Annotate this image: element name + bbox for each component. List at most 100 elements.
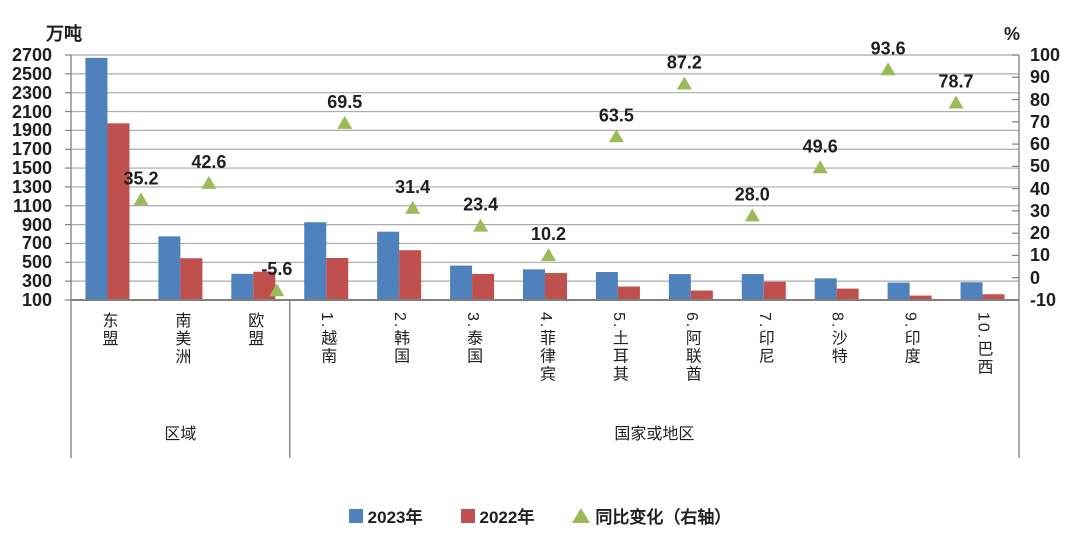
left-axis-tick-label: 1900 [11,120,52,141]
category-label: 7.印尼 [755,312,773,366]
bar-2023 [741,274,764,300]
left-axis-tick-label: 1100 [12,195,52,216]
left-axis-tick-label: 2100 [11,101,52,122]
legend-label-change: 同比变化（右轴） [595,508,732,527]
left-axis-title: 万吨 [46,24,82,44]
legend-item-change: 同比变化（右轴） [572,503,731,528]
bar-2022 [690,290,713,300]
legend-triangle-icon [572,508,591,523]
left-axis-tick-label: 1300 [11,176,52,197]
left-axis-tick-label: 300 [21,271,52,292]
bar-2022 [253,271,276,300]
change-marker [405,200,421,214]
change-marker [269,283,285,297]
left-axis-tick-label: 2700 [11,45,52,65]
change-data-label: 69.5 [327,92,362,112]
category-label: 10.巴西 [974,312,992,377]
category-label: 2.韩国 [391,312,409,366]
legend-label-2023: 2023年 [367,508,423,527]
bar-2023 [523,269,545,300]
bar-2022 [545,273,567,300]
change-data-label: 23.4 [463,195,498,215]
left-axis-tick-label: 2300 [11,82,52,103]
bar-2023 [231,273,254,300]
left-axis-tick-label: 1700 [11,139,52,160]
left-axis-tick-label: 100 [21,290,52,310]
change-data-label: 10.2 [531,224,566,244]
bar-2022 [472,273,495,300]
category-label: 欧盟 [245,312,263,348]
change-data-label: 78.7 [939,71,974,91]
category-label: 南美洲 [172,312,190,366]
bar-2022 [763,281,786,300]
bar-2023 [887,282,910,300]
bar-2023 [377,231,400,300]
change-data-label: 28.0 [735,184,770,204]
category-label: 东盟 [99,312,117,348]
category-label: 8.沙特 [828,312,846,366]
left-axis-tick-label: 700 [21,233,52,254]
bar-2023 [158,236,181,300]
category-group-label: 国家或地区 [614,426,695,443]
bar-2022 [399,250,422,300]
change-data-label: 63.5 [599,105,634,125]
change-marker [608,129,624,143]
bar-2022 [836,288,859,300]
bar-2022 [180,258,203,300]
bar-2023 [450,265,473,300]
category-label: 5.土耳其 [609,312,627,384]
right-axis-tick-label: 0 [1030,267,1041,288]
legend-item-2022: 2022年 [460,503,535,528]
right-axis-tick-label: 50 [1030,156,1051,177]
bar-2023 [960,282,983,300]
left-axis-tick-label: 1500 [11,158,52,179]
bar-2022 [326,257,349,300]
right-axis-tick-label: 90 [1030,67,1051,88]
bar-2022 [107,123,130,300]
change-data-label: 87.2 [667,53,702,73]
change-data-label: 93.6 [871,38,906,58]
change-marker [337,115,353,129]
change-marker [744,208,760,222]
bar-2023 [814,278,837,300]
left-axis-tick-label: 500 [21,252,52,273]
change-data-label: -5.6 [261,259,292,279]
category-label: 6.阿联酋 [682,312,700,384]
change-marker [880,62,896,76]
right-axis-tick-label: 20 [1030,223,1051,244]
change-data-label: 42.6 [191,152,226,172]
right-axis-tick-label: 40 [1030,178,1051,199]
change-marker [676,76,692,90]
category-label: 1.越南 [318,312,336,366]
change-data-label: 49.6 [803,136,838,156]
bar-2022 [617,286,640,300]
change-marker [201,175,217,189]
right-axis-tick-label: 80 [1030,89,1051,110]
change-marker [473,218,489,232]
legend-swatch-2023 [348,508,363,523]
category-label: 4.菲律宾 [537,312,554,384]
right-axis-title: % [1004,24,1021,44]
bar-2023 [304,222,327,300]
right-axis-tick-label: 70 [1030,111,1051,132]
left-axis-tick-label: 2500 [11,63,52,84]
category-group-label: 区域 [164,426,197,443]
change-marker [541,248,557,262]
bar-2023 [595,272,618,300]
bar-2023 [668,274,691,300]
legend-label-2022: 2022年 [479,508,535,527]
bar-2022 [982,294,1005,300]
change-data-label: 35.2 [123,168,158,188]
bar-2022 [909,295,932,300]
right-axis-tick-label: 30 [1030,200,1051,221]
category-label: 3.泰国 [464,312,482,366]
right-axis-tick-label: 10 [1030,245,1051,266]
right-axis-tick-label: 60 [1030,134,1051,155]
change-marker [812,160,828,174]
category-label: 9.印度 [901,312,919,366]
right-axis-tick-label: 100 [1030,45,1061,65]
legend-item-2023: 2023年 [348,503,423,528]
change-data-label: 31.4 [395,177,430,197]
